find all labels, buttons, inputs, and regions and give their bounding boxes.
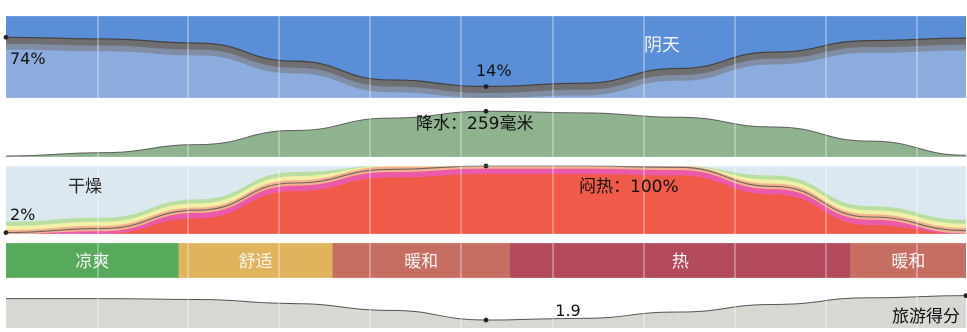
temperature-segment-3 [332,243,510,278]
humidity-peak-point [483,163,489,169]
humidity-peak-label: 闷热：100% [579,177,679,197]
cloud-partly-cloudy-area [6,49,966,98]
precipitation-peak-point [483,108,489,114]
comfortable-label: 舒适 [239,252,273,272]
precipitation-peak-label: 降水：259毫米 [416,114,533,134]
temperature-segment-2 [178,243,333,278]
hot-label: 热 [672,252,689,272]
temperature-segment-5 [850,243,966,278]
cloud-min-point [483,84,489,89]
tourism-low-label: 1.9 [555,301,580,320]
humidity-dry-label: 干燥 [68,177,102,197]
humidity-red-band [6,174,966,234]
warm-label-1: 暖和 [404,252,438,272]
temperature-segment-4 [510,243,851,278]
warm-label-2: 暖和 [891,252,925,272]
humidity-start-label: 2% [10,205,35,224]
cloud-category-label: 阴天 [644,35,680,56]
temperature-segment-1 [6,243,179,278]
tourism-score-area [6,295,966,328]
humidity-start-point [3,230,9,236]
tourism-end-point [963,293,967,299]
cloud-start-label: 74% [10,49,46,68]
tourism-low-point [483,317,489,323]
tourism-score-label: 旅游得分 [892,307,960,327]
precipitation-area [6,111,966,157]
cool-label: 凉爽 [75,252,109,272]
cloud-min-label: 14% [476,61,512,80]
cloud-start-point [3,34,9,40]
